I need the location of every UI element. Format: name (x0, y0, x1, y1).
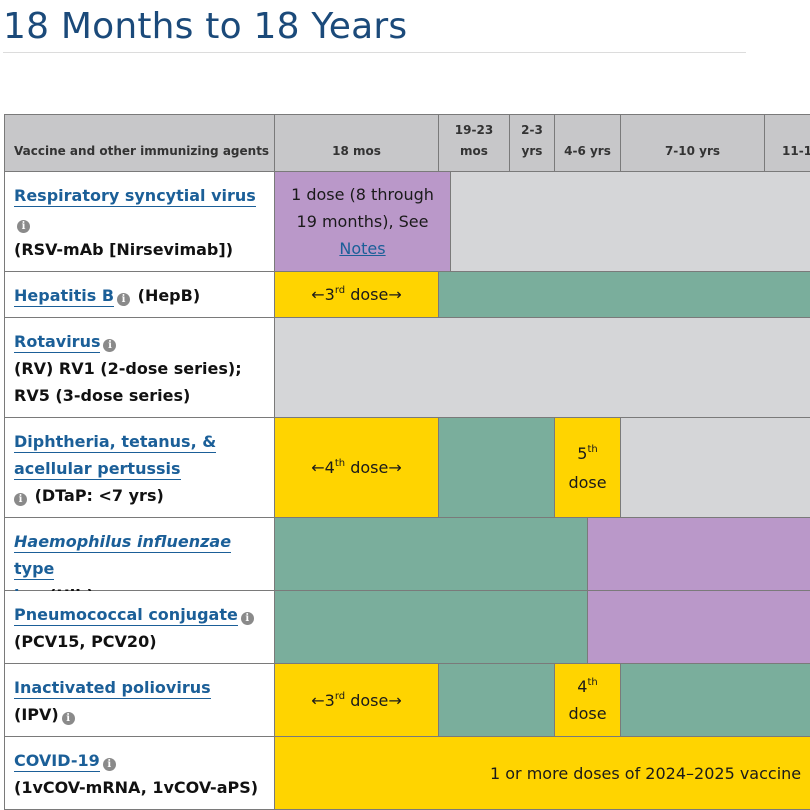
hepb-detail: (HepB) (137, 286, 201, 305)
header-19-23-bottom: mos (460, 144, 488, 158)
row-rsv-vaccine: Respiratory syncytial virus i (RSV-mAb [N… (4, 172, 275, 272)
covid-link[interactable]: COVID-19 (14, 751, 100, 772)
rsv-not-applicable (451, 172, 810, 272)
pcv-certain-groups-range (588, 591, 810, 664)
info-icon[interactable]: i (117, 293, 131, 306)
ipv-dose-sup: rd (334, 690, 346, 702)
header-7-10-label: 7-10 yrs (664, 144, 721, 158)
header-4-6-yrs: 4-6 yrs (555, 114, 621, 172)
rsv-notes-link[interactable]: Notes (339, 239, 386, 258)
info-icon[interactable]: i (240, 612, 254, 625)
header-18-mos-label: 18 mos (332, 144, 381, 158)
immunization-schedule-table: Vaccine and other immunizing agents 18 m… (4, 114, 810, 810)
dtap-dose-num: 4 (324, 458, 335, 477)
dtap-dose-range: ←4th dose→ (275, 418, 439, 518)
hepb-dose-num: 3 (324, 285, 335, 304)
row-hib-vaccine: Haemophilus influenzae type bi (Hib) (4, 518, 275, 607)
ipv-dose-num: 3 (324, 690, 335, 710)
left-arrow-icon: ← (311, 285, 325, 304)
dtap-dose-sup: th (334, 458, 346, 469)
header-11-label: 11-1 (782, 144, 810, 158)
ipv-link[interactable]: Inactivated poliovirus (14, 678, 211, 699)
pcv-catch-up-range (275, 591, 588, 664)
info-icon[interactable]: i (17, 220, 30, 233)
ipv-4th-dose-range: 4th dose (555, 664, 621, 737)
header-2-3-bottom: yrs (521, 144, 543, 158)
ipv-detail: (IPV) (14, 705, 59, 724)
header-7-10-yrs: 7-10 yrs (621, 114, 765, 172)
rsv-dose-text: 1 dose (8 through 19 months), See (291, 185, 434, 231)
info-icon[interactable]: i (102, 758, 116, 771)
left-arrow-icon: ← (311, 690, 325, 710)
ipv-dose2-num: 4 (577, 677, 588, 696)
hib-name-rest: type (14, 559, 55, 578)
dtap-dose2-word: dose (568, 472, 607, 492)
hib-name-italic: Haemophilus influenzae (14, 532, 232, 551)
covid-detail: (1vCOV-mRNA, 1vCOV-aPS) (14, 778, 259, 797)
dtap-dose-word: dose (350, 458, 389, 477)
left-arrow-icon: ← (311, 458, 325, 477)
row-ipv-vaccine: Inactivated poliovirus (IPV) i (4, 664, 275, 737)
header-2-3-top: 2-3 (521, 123, 543, 137)
pcv-detail: (PCV15, PCV20) (14, 632, 157, 651)
rsv-dose-range: 1 dose (8 through 19 months), See Notes (275, 172, 451, 272)
dtap-catch-up-range (439, 418, 555, 518)
header-4-6-label: 4-6 yrs (564, 144, 611, 158)
header-2-3-yrs: 2-3 yrs (510, 114, 555, 172)
rv-detail-2: RV5 (3-dose series) (14, 386, 191, 405)
rsv-detail: (RSV-mAb [Nirsevimab]) (14, 240, 234, 259)
dtap-link-2[interactable]: acellular pertussis (14, 459, 181, 480)
hib-catch-up-range (275, 518, 588, 591)
header-19-23-mos: 19-23 mos (439, 114, 510, 172)
ipv-catch-up-range (439, 664, 555, 737)
dtap-not-applicable (621, 418, 810, 518)
dtap-dose2-num: 5 (577, 443, 588, 463)
hepb-dose-word: dose (350, 285, 389, 304)
covid-dose-text: 1 or more doses of 2024–2025 vaccine (490, 763, 802, 783)
ipv-dose2-sup: th (587, 677, 598, 688)
right-arrow-icon: → (388, 458, 402, 477)
dtap-dose2-sup: th (587, 443, 598, 455)
rv-not-applicable (275, 318, 810, 418)
covid-dose-range: 1 or more doses of 2024–2025 vaccine (275, 737, 810, 810)
rv-link[interactable]: Rotavirus (14, 332, 101, 353)
hepb-link[interactable]: Hepatitis B (14, 286, 115, 307)
right-arrow-icon: → (388, 285, 402, 304)
hib-link-1[interactable]: Haemophilus influenzae type (14, 532, 232, 580)
pcv-link[interactable]: Pneumococcal conjugate (14, 605, 238, 626)
dtap-5th-dose-range: 5th dose (555, 418, 621, 518)
dtap-detail: (DTaP: <7 yrs) (34, 486, 164, 505)
header-19-23-top: 19-23 (454, 123, 494, 137)
dtap-link-1[interactable]: Diphtheria, tetanus, & (14, 432, 217, 453)
header-vaccine: Vaccine and other immunizing agents (4, 114, 275, 172)
row-dtap-vaccine: Diphtheria, tetanus, & acellular pertuss… (4, 418, 275, 518)
ipv-dose-word: dose (350, 690, 389, 710)
header-vaccine-label: Vaccine and other immunizing agents (14, 144, 270, 158)
title-divider (3, 52, 746, 53)
ipv-catch-up-range-2 (621, 664, 810, 737)
info-icon[interactable]: i (14, 493, 27, 506)
rsv-link[interactable]: Respiratory syncytial virus (14, 186, 256, 207)
rv-detail-1: (RV) RV1 (2-dose series); (14, 359, 242, 378)
header-11-yrs: 11-1 (765, 114, 810, 172)
right-arrow-icon: → (388, 690, 402, 710)
row-covid-vaccine: COVID-19 i (1vCOV-mRNA, 1vCOV-aPS) (4, 737, 275, 810)
page-title: 18 Months to 18 Years (3, 6, 408, 47)
header-18-mos: 18 mos (275, 114, 439, 172)
info-icon[interactable]: i (103, 339, 117, 352)
ipv-dose-range: ←3rd dose→ (275, 664, 439, 737)
hib-certain-groups-range (588, 518, 810, 591)
hepb-catch-up-range (439, 272, 810, 318)
hepb-dose-sup: rd (334, 285, 346, 296)
ipv-dose2-word: dose (568, 704, 607, 723)
info-icon[interactable]: i (61, 712, 75, 725)
row-pcv-vaccine: Pneumococcal conjugate i (PCV15, PCV20) (4, 591, 275, 664)
hepb-dose-range: ←3rd dose→ (275, 272, 439, 318)
row-rv-vaccine: Rotavirus i (RV) RV1 (2-dose series); RV5… (4, 318, 275, 418)
